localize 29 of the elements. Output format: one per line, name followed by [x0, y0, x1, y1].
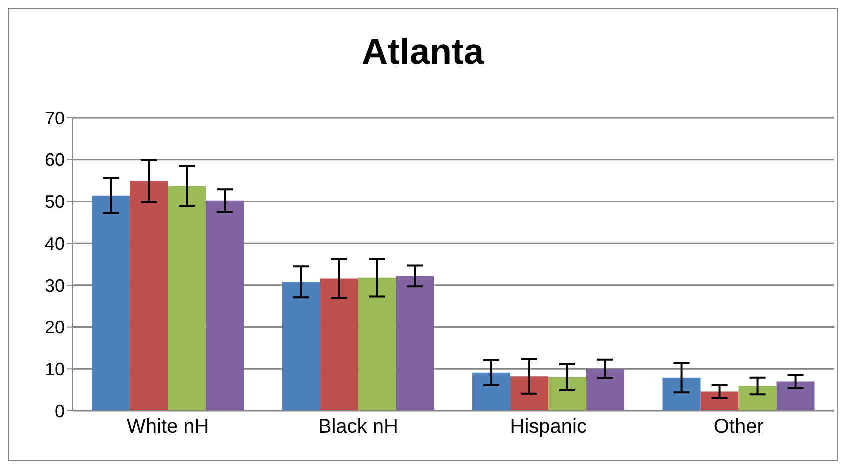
bar — [472, 372, 511, 411]
x-tick-label: Hispanic — [510, 416, 587, 438]
y-tick-label: 50 — [44, 192, 65, 212]
x-tick-label: Black nH — [318, 416, 398, 438]
bar — [168, 186, 206, 411]
bar — [662, 378, 701, 411]
bar — [738, 386, 777, 411]
y-tick-label: 0 — [54, 401, 65, 422]
y-tick-label: 40 — [44, 234, 65, 254]
bar — [700, 392, 739, 411]
y-tick-label: 70 — [44, 108, 65, 128]
bar — [548, 378, 587, 411]
x-tick-label: Other — [714, 416, 764, 438]
y-tick-label: 10 — [44, 360, 65, 380]
bar — [130, 181, 168, 411]
bar — [510, 376, 549, 411]
bar — [206, 200, 244, 411]
bar — [776, 382, 815, 411]
bar — [320, 278, 358, 411]
chart-title: Atlanta — [360, 30, 486, 74]
y-tick-label: 30 — [44, 276, 65, 296]
bar — [396, 276, 434, 411]
y-tick-label: 20 — [44, 318, 65, 338]
y-tick-label: 60 — [44, 150, 65, 170]
bar — [358, 278, 396, 411]
bar — [92, 196, 130, 411]
bar — [282, 282, 320, 411]
bar — [586, 369, 625, 411]
x-tick-label: White nH — [127, 416, 210, 438]
